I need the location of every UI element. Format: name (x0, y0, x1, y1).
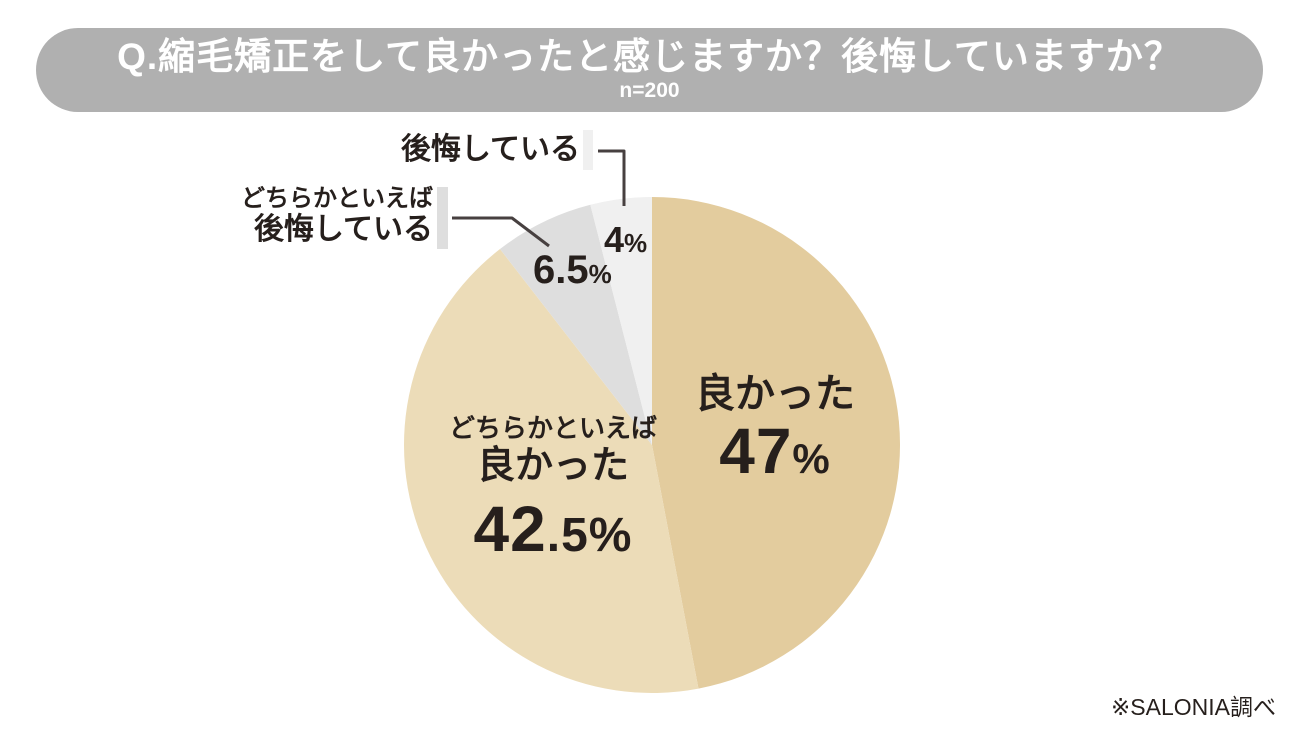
callout-label-rather-regret: どちらかといえば 後悔している (241, 185, 433, 246)
pie-slice-2 (403, 249, 699, 694)
segment-value-rather-regret: 6.5% (533, 248, 612, 292)
question-title: Q.縮毛矯正をして良かったと感じますか？後悔していますか？ (117, 35, 1182, 77)
callout-leader-lines (452, 149, 626, 248)
segment-name-rather-good-line2: 良かった (476, 444, 629, 487)
pie-slices (403, 197, 901, 694)
callout-swatch-rather-regret (437, 187, 448, 249)
pie-slice-4 (590, 197, 652, 445)
segment-value-rather-good: 42.5% (473, 493, 633, 566)
segment-value-regret: 4% (604, 219, 648, 260)
percent-sign: % (588, 509, 633, 563)
leader-line-regret (598, 149, 626, 206)
sample-size-label: n=200 (619, 79, 680, 103)
segment-label-rather-good: どちらかといえば 良かった 42.5% (405, 413, 701, 568)
segment-value-good: 47% (719, 415, 831, 487)
segment-label-good: 良かった 47% (655, 372, 895, 486)
segment-name-good: 良かった (695, 372, 855, 416)
leader-line-rather-regret (452, 216, 550, 248)
pie-slice-1 (652, 197, 901, 689)
pie-slice-3 (500, 204, 652, 445)
source-credit: ※SALONIA調べ (1111, 694, 1276, 720)
question-banner: Q.縮毛矯正をして良かったと感じますか？後悔していますか？ n=200 (36, 28, 1263, 112)
callout-label-regret: 後悔している (400, 133, 580, 166)
callout-swatch-regret (583, 130, 593, 170)
percent-sign: % (792, 435, 831, 482)
percent-sign: % (624, 228, 648, 258)
segment-name-rather-good-line1: どちらかといえば (448, 413, 657, 443)
percent-sign: % (588, 259, 612, 289)
